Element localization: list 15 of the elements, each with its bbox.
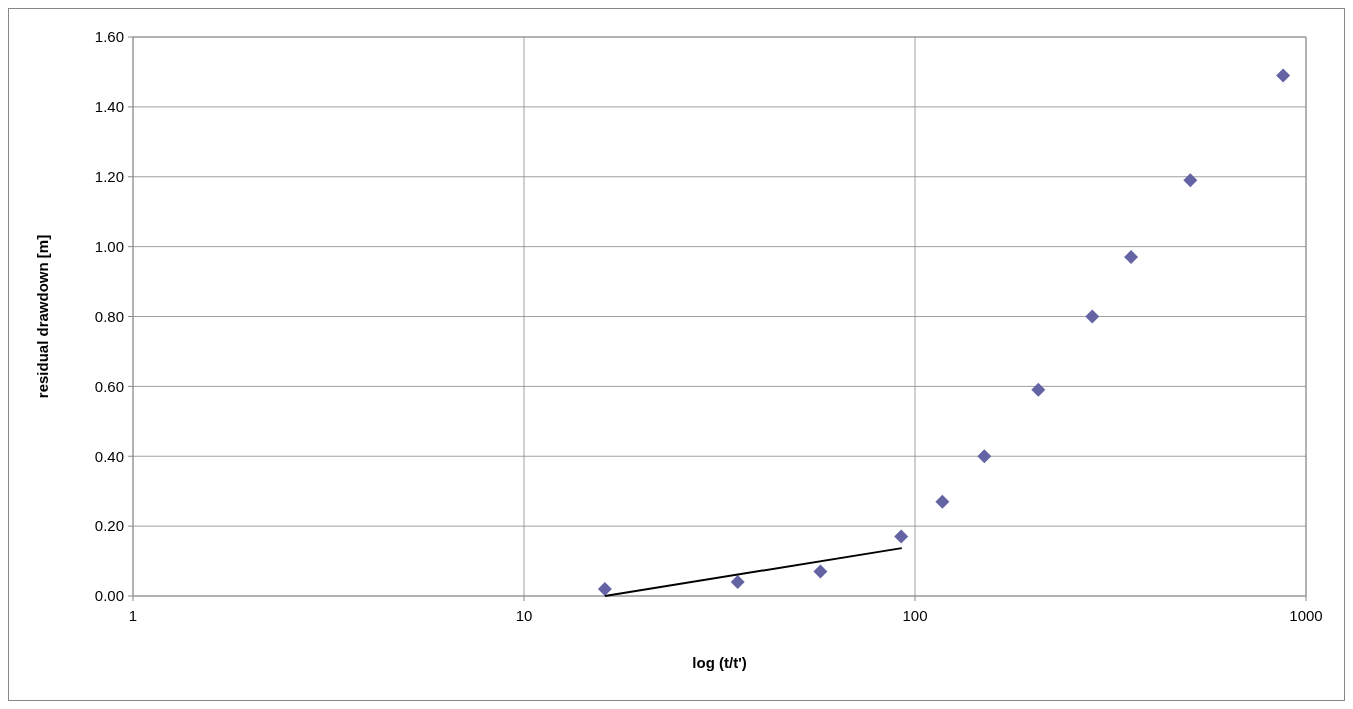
y-tick-label: 0.20 xyxy=(94,517,124,535)
y-tick-label: 0.60 xyxy=(94,377,124,395)
x-tick-label: 1000 xyxy=(1289,607,1323,624)
y-tick-label: 1.00 xyxy=(94,237,124,255)
y-axis-title: residual drawdown [m] xyxy=(34,234,51,399)
x-tick-label: 10 xyxy=(515,607,533,624)
y-tick-label: 1.40 xyxy=(94,98,124,116)
x-tick-label: 100 xyxy=(902,607,928,624)
y-tick-label: 1.20 xyxy=(94,168,124,185)
y-tick-label: 0.80 xyxy=(94,307,124,325)
x-axis-title: log (t/t') xyxy=(692,654,747,671)
y-tick-label: 0.40 xyxy=(94,447,124,465)
y-tick-label: 1.60 xyxy=(94,28,124,46)
x-tick-label: 1 xyxy=(128,607,138,624)
y-tick-label: 0.00 xyxy=(94,587,124,605)
